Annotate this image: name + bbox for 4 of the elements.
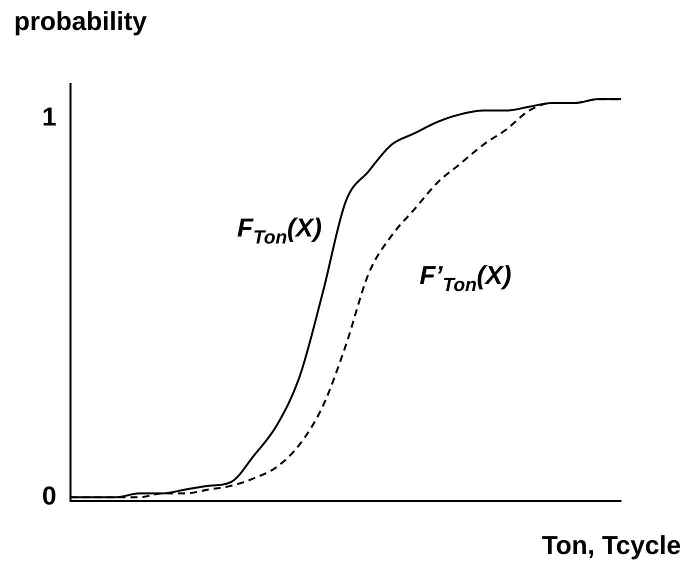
y-axis-title: probability bbox=[14, 6, 147, 37]
y-tick-label: 1 bbox=[42, 101, 56, 132]
y-tick-label: 0 bbox=[42, 480, 56, 510]
x-axis-title: Ton, Tcycle bbox=[542, 530, 681, 561]
